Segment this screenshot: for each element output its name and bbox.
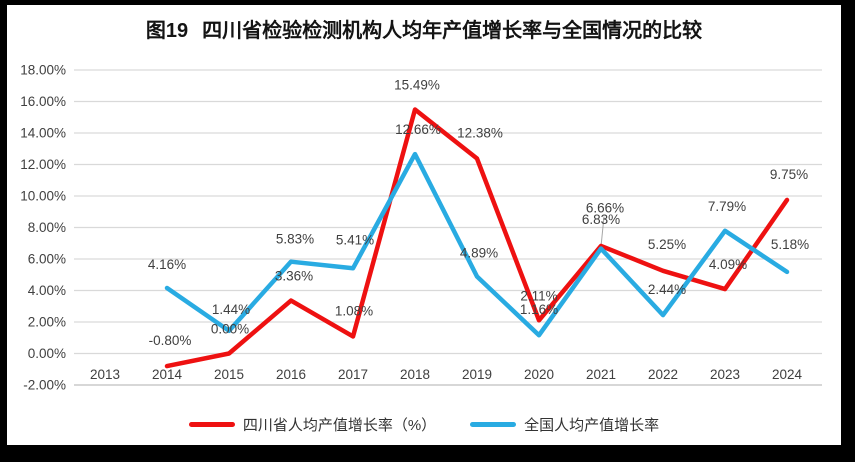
figure-title-text: 四川省检验检测机构人均年产值增长率与全国情况的比较 [202,20,703,42]
data-label-national-2019: 4.89% [460,245,498,260]
data-label-national-2024: 5.18% [771,237,809,252]
legend-swatch-national-line [470,421,517,427]
y-tick-label: 0.00% [28,346,66,361]
y-tick-label: 4.00% [28,283,66,298]
legend-swatch-sichuan-line [188,421,235,427]
chart-svg: 18.00% 16.00% 14.00% 12.00% 10.00% 8.00% 6.00%… [20,63,822,393]
y-tick-label: 10.00% [20,189,66,204]
data-label-national-2015: 1.44% [212,302,250,317]
data-label-national-2016: 5.83% [276,232,314,247]
x-tick-label: 2023 [710,367,740,382]
data-label-national-2021: 6.66% [586,201,624,216]
data-label-sichuan-2019: 12.38% [457,126,503,141]
chart-legend: 四川省人均产值增长率（%） 全国人均产值增长率 [7,403,841,445]
x-tick-label: 2017 [338,367,368,382]
data-label-sichuan-2020: 2.11% [520,288,557,303]
data-label-sichuan-2017: 1.08% [335,303,373,318]
legend-label-national: 全国人均产值增长率 [524,416,660,434]
data-label-national-2020: 1.16% [520,302,558,317]
data-label-sichuan-2018: 15.49% [394,78,440,93]
y-tick-label: 12.00% [20,157,66,172]
legend-item-sichuan: 四川省人均产值增长率（%） [188,414,437,435]
y-tick-label: 6.00% [28,252,66,267]
x-tick-label: 2024 [772,367,803,382]
data-label-sichuan-2016: 3.36% [275,269,313,284]
y-tick-label: 16.00% [20,94,66,109]
x-tick-label: 2020 [524,367,554,382]
data-label-sichuan-2021: 6.83% [582,212,620,227]
chart-title: 图19 四川省检验检测机构人均年产值增长率与全国情况的比较 [7,5,841,43]
x-tick-label: 2018 [400,367,430,382]
chart-canvas: 图19 四川省检验检测机构人均年产值增长率与全国情况的比较 18.00% 16.00… [7,5,841,445]
data-label-sichuan-2024: 9.75% [770,167,808,182]
data-label-national-2017: 5.41% [336,232,374,247]
y-tick-label: 2.00% [28,315,66,330]
y-tick-label: 8.00% [28,220,66,235]
data-label-sichuan-2014: -0.80% [149,333,192,348]
data-label-sichuan-2022: 5.25% [648,237,686,252]
x-tick-label: 2015 [214,367,244,382]
data-label-national-2014: 4.16% [148,257,186,272]
data-label-national-2023: 7.79% [708,199,746,214]
legend-item-national: 全国人均产值增长率 [470,414,659,435]
legend-label-sichuan: 四川省人均产值增长率（%） [242,416,437,434]
y-tick-label: 14.00% [20,126,66,141]
data-label-sichuan-2015: 0.00% [211,322,249,337]
series-line-national [164,151,790,338]
x-tick-label: 2013 [90,367,120,382]
series-line-sichuan [164,107,790,369]
data-label-sichuan-2023: 4.09% [709,257,747,272]
x-tick-label: 2022 [648,367,678,382]
x-tick-label: 2019 [462,367,492,382]
data-label-national-2022: 2.44% [648,282,686,297]
figure-number: 图19 [145,20,189,42]
data-label-national-2018: 12.66% [395,122,441,137]
x-tick-label: 2021 [586,367,616,382]
x-tick-label: 2014 [152,367,183,382]
x-tick-label: 2016 [276,367,306,382]
y-tick-label: -2.00% [23,378,66,393]
label-leader-line [600,216,605,247]
y-tick-label: 18.00% [20,63,66,78]
